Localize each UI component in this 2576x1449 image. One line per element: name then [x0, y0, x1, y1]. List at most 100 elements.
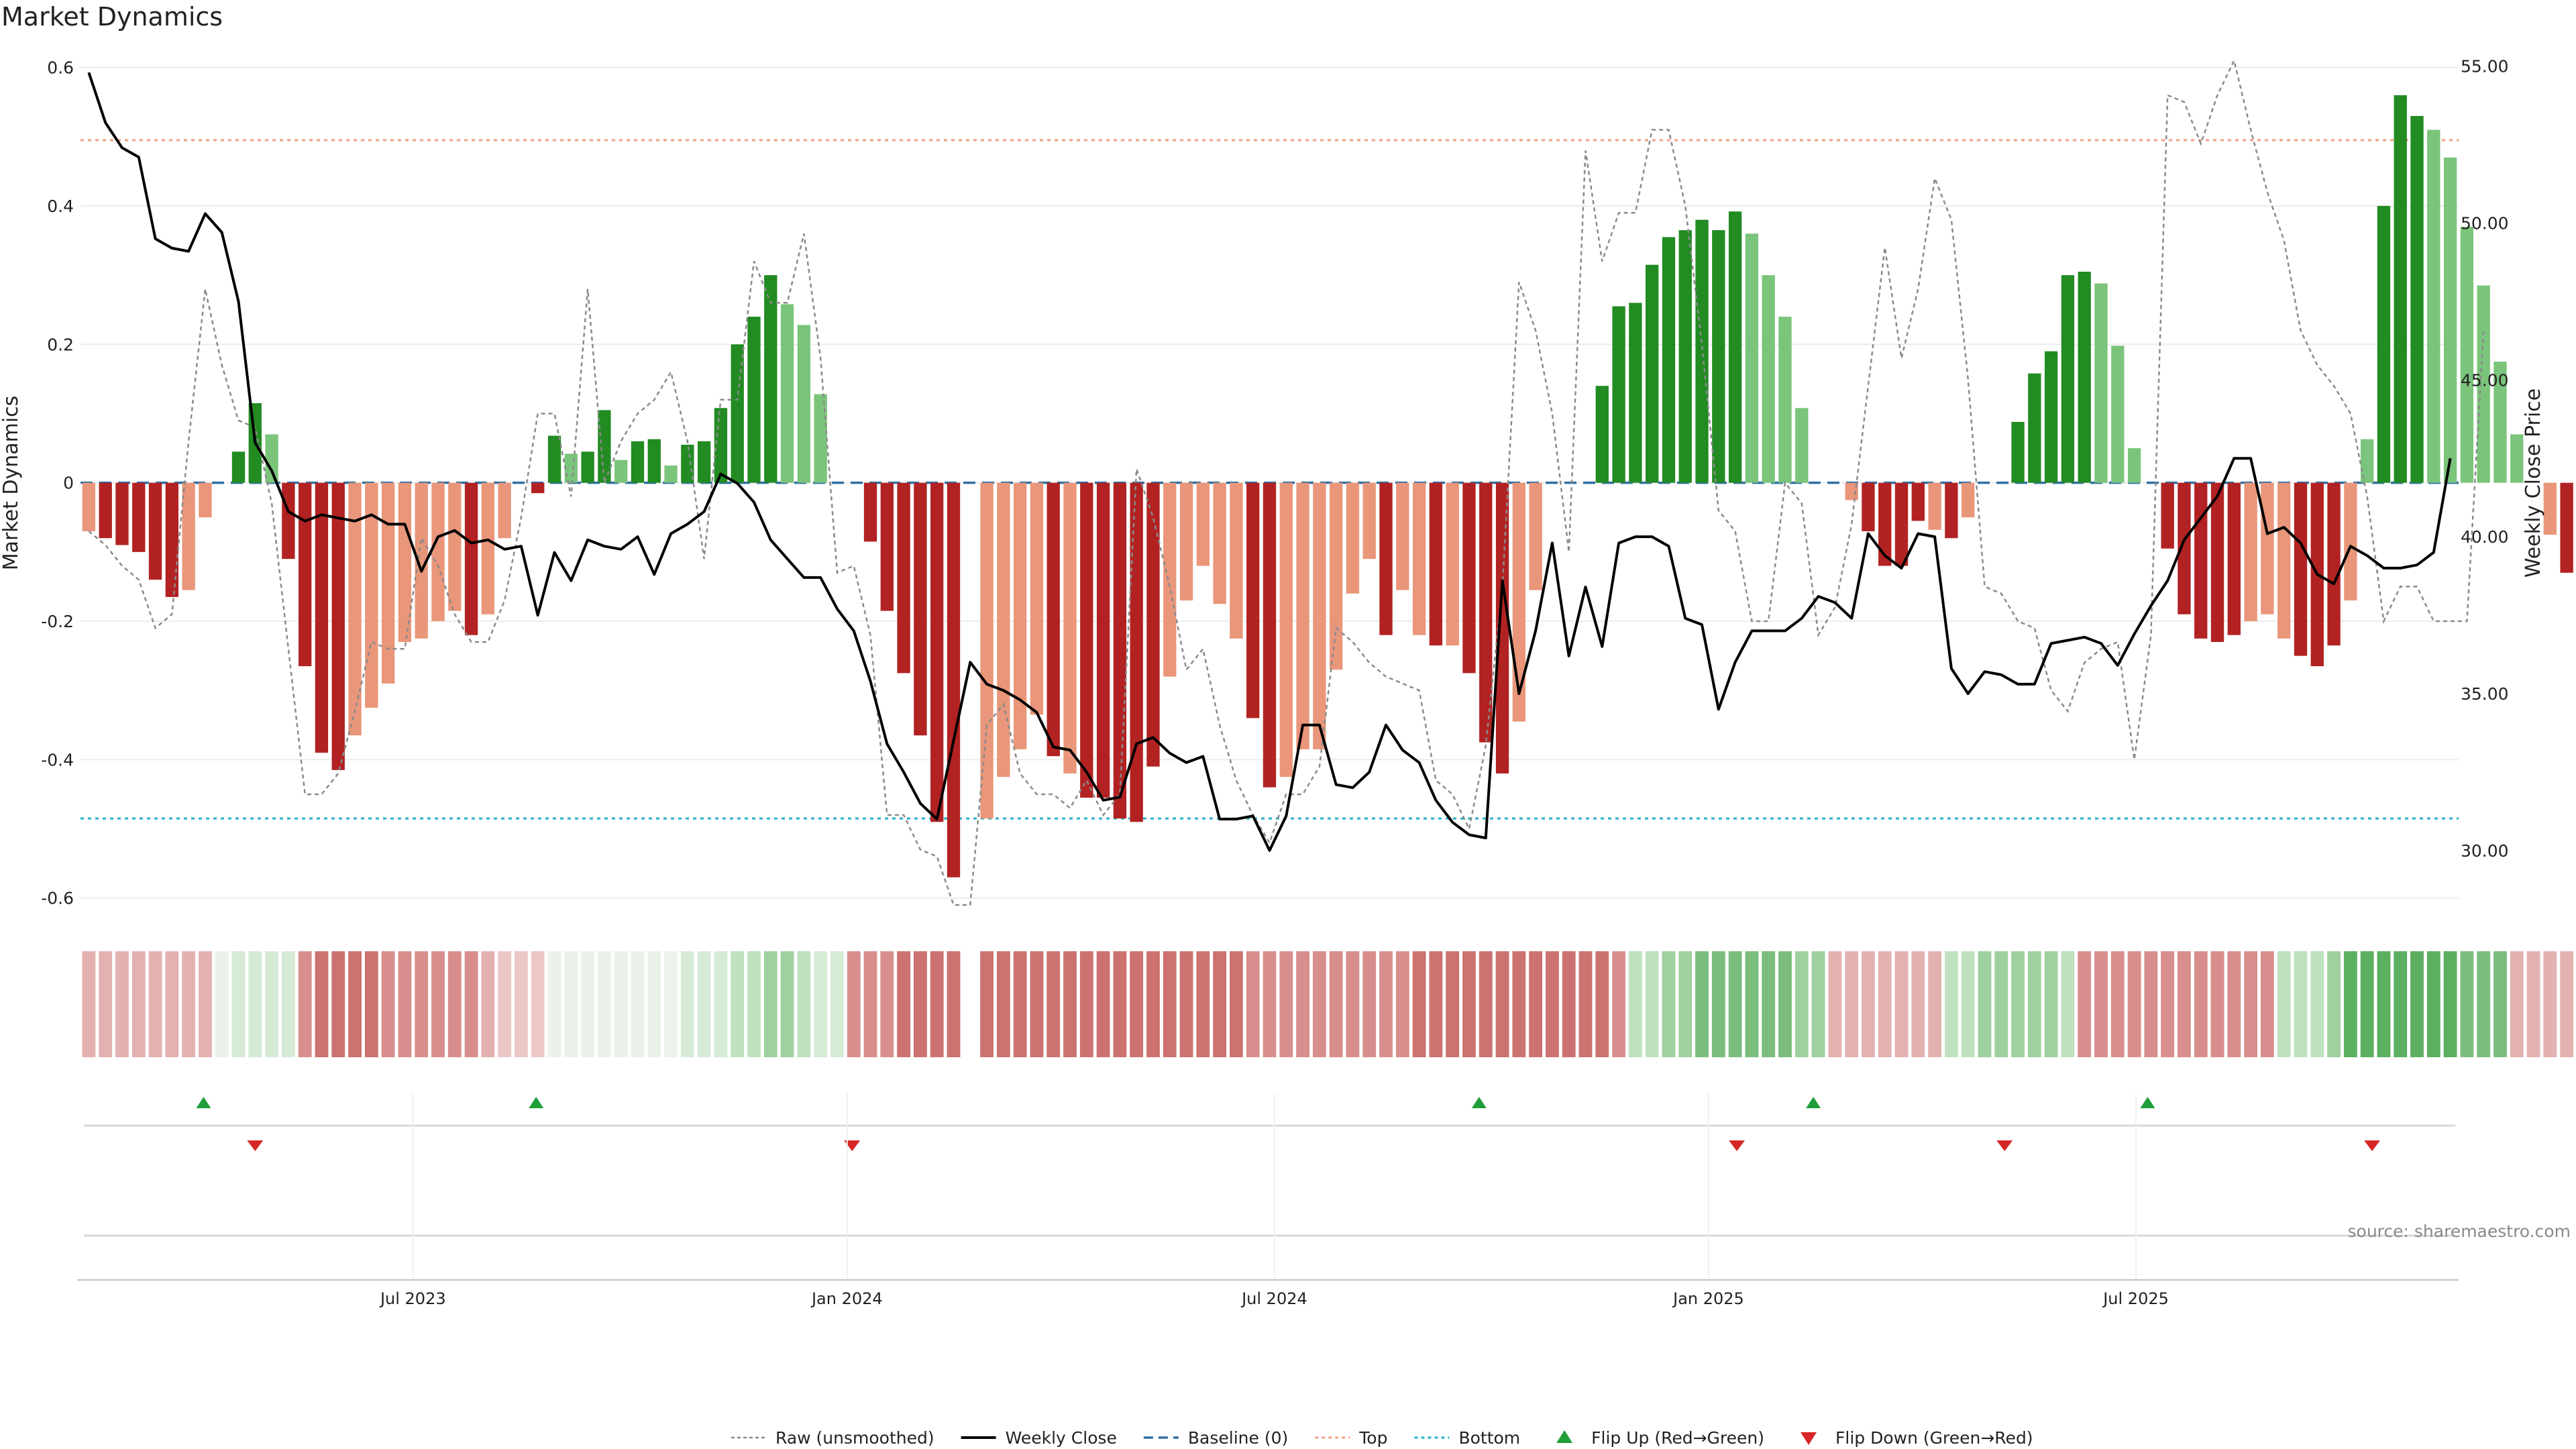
regime-cell [431, 951, 445, 1057]
bar [914, 482, 927, 736]
regime-cell [1030, 951, 1044, 1057]
bar [1894, 482, 1909, 566]
date-tick-label: Jan 2025 [1672, 1289, 1744, 1308]
bar [1795, 408, 1809, 483]
legend-label: Top [1358, 1428, 1387, 1448]
bar [464, 482, 478, 635]
regime-cell [1762, 951, 1776, 1057]
regime-cell [1046, 951, 1061, 1057]
regime-cell [2161, 951, 2175, 1057]
source-note: source: sharemaestro.com [2348, 1222, 2571, 1241]
bar [1130, 482, 1143, 822]
regime-cell [398, 951, 412, 1057]
bar [2560, 482, 2573, 573]
legend-label: Baseline (0) [1188, 1428, 1288, 1448]
regime-cell [1096, 951, 1110, 1057]
regime-cell [2144, 951, 2158, 1057]
flip-down-marker [844, 1140, 861, 1151]
regime-cell [1894, 951, 1909, 1057]
bar [1246, 482, 1260, 718]
bar [764, 275, 777, 483]
y-tick-label: 0.4 [47, 197, 74, 216]
bar [148, 482, 162, 580]
regime-cell [115, 951, 129, 1057]
legend-item: Weekly Close [961, 1428, 1117, 1448]
bar [1213, 482, 1226, 604]
bar [647, 439, 661, 483]
regime-cell [847, 951, 861, 1057]
legend-item: Flip Up (Red→Green) [1556, 1428, 1764, 1448]
bar [398, 482, 412, 642]
regime-cell [1113, 951, 1127, 1057]
bar [780, 304, 794, 483]
bar [1279, 482, 1293, 777]
regime-cell [2044, 951, 2058, 1057]
regime-cell [581, 951, 595, 1057]
regime-cell [1628, 951, 1642, 1057]
bar [315, 482, 329, 753]
regime-strip [82, 951, 2574, 1057]
regime-cell [1994, 951, 2008, 1057]
y-tick-label: -0.6 [41, 889, 74, 908]
bar [2061, 275, 2075, 483]
bar [115, 482, 129, 545]
regime-cell [2526, 951, 2540, 1057]
regime-cell [1130, 951, 1144, 1057]
bar [1113, 482, 1127, 819]
bar [2044, 351, 2058, 483]
regime-cell [647, 951, 661, 1057]
regime-cell [1446, 951, 1460, 1057]
bar [1446, 482, 1459, 646]
bar [2477, 285, 2490, 483]
regime-cell [1678, 951, 1693, 1057]
bar [1712, 230, 1725, 483]
regime-cell [1978, 951, 1992, 1057]
regime-cell [631, 951, 645, 1057]
regime-cell [1362, 951, 1377, 1057]
regime-cell [1079, 951, 1093, 1057]
bar [1928, 482, 1941, 530]
regime-cell [1379, 951, 1393, 1057]
legend-swatch [1801, 1432, 1817, 1445]
regime-cell [547, 951, 561, 1057]
bar [2078, 272, 2091, 483]
bar [1745, 233, 1759, 483]
bar [1196, 482, 1210, 566]
legend: Raw (unsmoothed) Weekly Close Baseline (0)… [731, 1428, 2033, 1448]
bar [897, 482, 910, 674]
regime-cell [1778, 951, 1792, 1057]
bar [1230, 482, 1243, 639]
legend-item: Flip Down (Green→Red) [1801, 1428, 2033, 1448]
bar [1013, 482, 1027, 749]
bar [2111, 345, 2125, 483]
bar [1962, 482, 1975, 518]
bar [930, 482, 944, 822]
regime-cell [131, 951, 146, 1057]
regime-cell [1395, 951, 1409, 1057]
regime-cell [1911, 951, 1925, 1057]
flip-down-marker [2364, 1140, 2381, 1151]
regime-cell [498, 951, 512, 1057]
regime-cell [780, 951, 794, 1057]
regime-cell [1263, 951, 1277, 1057]
bar [681, 444, 694, 483]
regime-cell [1711, 951, 1725, 1057]
regime-cell [1578, 951, 1593, 1057]
raw-line [88, 58, 2485, 906]
regime-cell [614, 951, 628, 1057]
bar [1429, 482, 1443, 646]
regime-cell [348, 951, 362, 1057]
bar [880, 482, 894, 611]
y-tick-label: 0.6 [47, 58, 74, 78]
bar [1495, 482, 1509, 774]
date-tick-label: Jul 2025 [2102, 1289, 2169, 1308]
regime-cell [381, 951, 395, 1057]
bar [947, 482, 961, 877]
regime-cell [680, 951, 694, 1057]
bar [1845, 482, 1858, 500]
bar [1146, 482, 1160, 767]
legend-label: Weekly Close [1006, 1428, 1117, 1448]
flip-up-marker [529, 1097, 544, 1108]
flip-down-marker [247, 1140, 264, 1151]
regime-cell [1296, 951, 1309, 1057]
